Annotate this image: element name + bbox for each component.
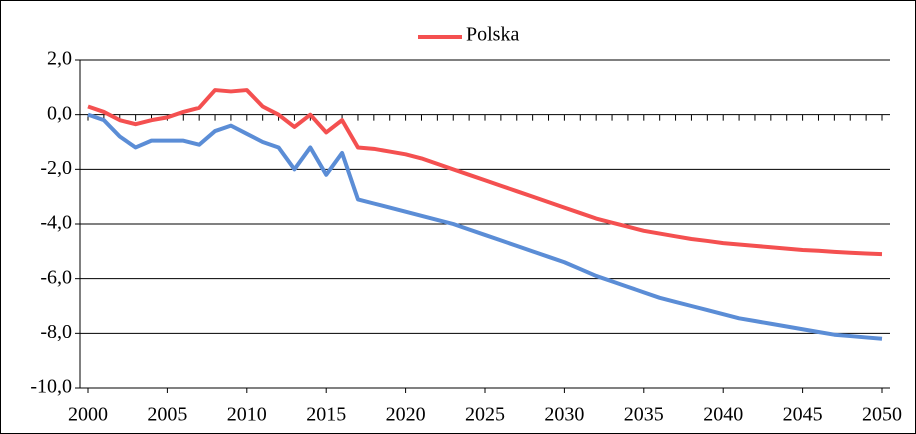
x-tick-label: 2010 bbox=[227, 404, 267, 426]
legend-label: Polska bbox=[466, 24, 519, 46]
x-tick-label: 2025 bbox=[465, 404, 505, 426]
y-tick-label: -6,0 bbox=[40, 266, 72, 288]
x-tick-label: 2000 bbox=[68, 404, 108, 426]
x-tick-label: 2050 bbox=[862, 404, 902, 426]
y-tick-label: 2,0 bbox=[47, 48, 72, 70]
series-line bbox=[87, 112, 883, 341]
y-tick-label: -4,0 bbox=[40, 212, 72, 234]
x-tick-label: 2040 bbox=[703, 404, 743, 426]
y-tick-label: -10,0 bbox=[30, 376, 72, 398]
series-line bbox=[87, 88, 883, 257]
x-tick-label: 2020 bbox=[386, 404, 426, 426]
x-tick-label: 2005 bbox=[147, 404, 187, 426]
x-tick-label: 2015 bbox=[306, 404, 346, 426]
x-tick-label: 2045 bbox=[783, 404, 823, 426]
x-tick-label: 2030 bbox=[544, 404, 584, 426]
y-tick-label: -8,0 bbox=[40, 321, 72, 343]
x-tick-label: 2035 bbox=[624, 404, 664, 426]
y-tick-label: 0,0 bbox=[47, 102, 72, 124]
y-tick-label: -2,0 bbox=[40, 157, 72, 179]
